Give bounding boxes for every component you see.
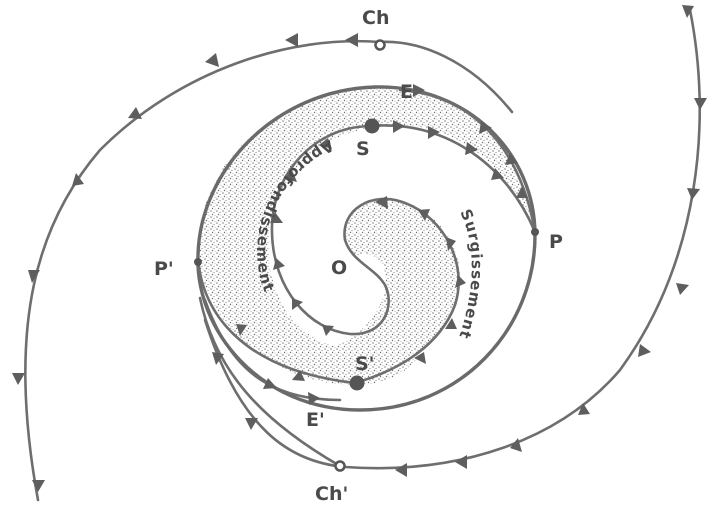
arrow-inner-4: [273, 258, 285, 270]
arrow-e-1: [413, 84, 425, 97]
arrow-p-prime-1: [236, 324, 247, 336]
outer-spiral-arm-left: [24, 39, 514, 502]
arrow-e-2: [479, 121, 492, 134]
arrow-left-2: [72, 173, 84, 186]
arrow-p-prime-2: [292, 370, 305, 381]
label-s: S: [356, 138, 370, 160]
arrow-inner-6: [322, 325, 334, 336]
arrow-inner-3: [270, 212, 283, 223]
label-s-prime: S': [355, 353, 375, 375]
point-ch: [374, 39, 386, 51]
arrow-s-4: [491, 168, 504, 180]
lower-loop-ch-prime: [198, 296, 342, 468]
point-p-prime: [194, 258, 202, 266]
outer-spiral-arm-right: [203, 8, 702, 470]
arrow-ch-prime-loop-2: [212, 352, 224, 365]
inner-spiral-curve: [270, 124, 460, 385]
p-prime-curve: [196, 253, 357, 385]
arrow-left-4: [12, 373, 25, 385]
label-p-prime: P': [154, 258, 174, 280]
arrow-right-3: [676, 283, 689, 295]
arrow-e-prime-1: [263, 378, 277, 389]
point-s-prime: [349, 375, 365, 391]
e-to-p-arc: [398, 88, 537, 234]
arrow-top-left-1: [285, 33, 298, 47]
arrow-ch-top: [345, 33, 358, 47]
arrow-inner-2: [284, 170, 297, 182]
arrow-bottom-2: [395, 463, 407, 477]
arrow-right-5: [578, 403, 590, 415]
arrow-core-6: [414, 352, 426, 364]
arrow-bottom-1: [455, 455, 467, 469]
point-s: [364, 118, 380, 134]
point-ch-prime: [334, 460, 346, 472]
arrow-inner-1: [319, 138, 332, 149]
arrow-top-left-2: [205, 53, 219, 67]
arrow-right-4: [638, 344, 651, 357]
label-ch: Ch: [362, 7, 389, 29]
arrow-e-prime-2: [308, 392, 320, 405]
arrow-right-1: [694, 98, 707, 110]
label-ch-prime: Ch': [315, 483, 348, 505]
stippled-band-outer: [197, 88, 532, 385]
arrow-right-top: [682, 5, 694, 18]
outer-boundary-curve: [196, 85, 537, 412]
arrow-core-4: [455, 275, 466, 288]
arrow-e-3: [505, 153, 518, 165]
arrow-e-4: [516, 186, 528, 198]
arrow-core-3: [446, 237, 456, 251]
stippled-core: [318, 199, 460, 366]
label-e-prime: E': [306, 409, 325, 431]
arrow-right-6: [510, 438, 522, 452]
arrow-s-3: [465, 142, 478, 155]
arrow-core-5: [445, 318, 457, 329]
arrow-left-1: [128, 107, 142, 119]
arrow-core-2: [418, 209, 430, 221]
arrow-ch-prime-loop-1: [245, 418, 258, 430]
label-o: O: [331, 257, 347, 279]
arrow-inner-5: [292, 298, 303, 310]
arrow-core-1: [375, 196, 388, 209]
point-p: [531, 228, 539, 236]
arrow-s-1: [393, 120, 405, 133]
arrow-left-5: [32, 480, 45, 492]
label-e: E: [400, 81, 413, 103]
arrow-left-3: [28, 270, 40, 283]
arrow-right-2: [687, 188, 700, 200]
arrow-s-2: [428, 126, 440, 139]
arrowheads: [12, 5, 707, 492]
label-p: P: [549, 231, 563, 253]
